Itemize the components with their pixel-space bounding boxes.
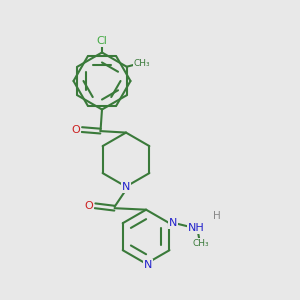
Text: H: H xyxy=(213,211,220,221)
Text: CH₃: CH₃ xyxy=(134,59,151,68)
Text: O: O xyxy=(71,124,80,135)
Text: N: N xyxy=(169,218,177,228)
Text: CH₃: CH₃ xyxy=(192,239,209,248)
Text: Cl: Cl xyxy=(97,36,107,46)
Text: O: O xyxy=(84,201,93,211)
Text: N: N xyxy=(143,260,152,270)
Text: N: N xyxy=(122,182,130,192)
Text: NH: NH xyxy=(188,223,205,233)
